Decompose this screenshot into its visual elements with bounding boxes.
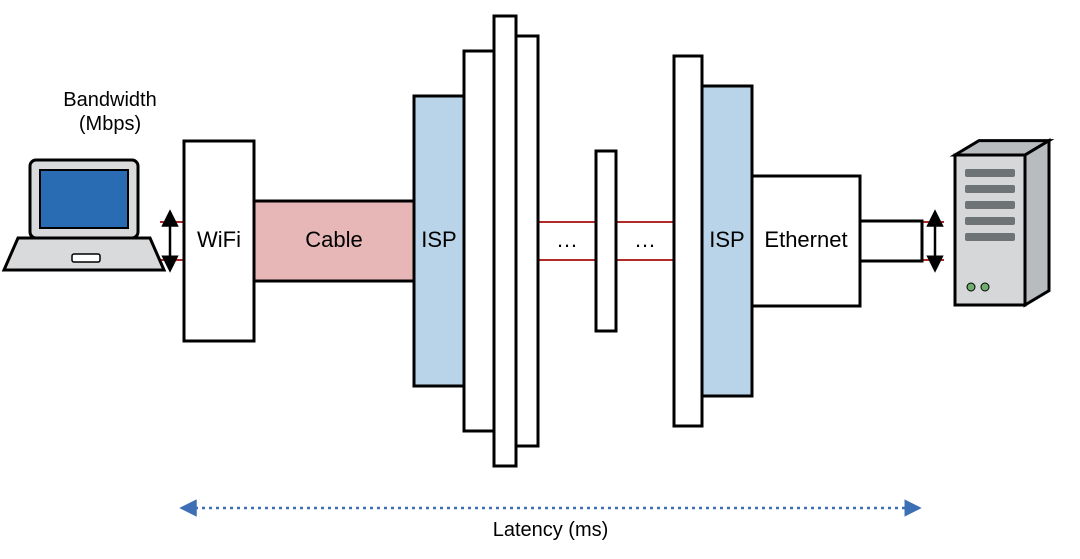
bandwidth-label-line1: Bandwidth (63, 89, 156, 111)
segment-label-cable: Cable (305, 227, 362, 252)
segment-label-isp-left: ISP (421, 227, 456, 252)
server-icon (955, 141, 1049, 305)
segment-hop2 (494, 16, 516, 466)
segment-tail (860, 221, 922, 261)
segment-hop3 (516, 36, 538, 446)
segment-label-ethernet: Ethernet (764, 227, 847, 252)
segment-hop1 (464, 51, 494, 431)
laptop-icon (4, 160, 164, 270)
latency-label: Latency (ms) (493, 519, 609, 541)
bandwidth-label-line2: (Mbps) (79, 113, 141, 135)
segment-label-wifi: WiFi (197, 227, 241, 252)
segment-label-gap1: … (556, 227, 578, 252)
segment-label-isp-right: ISP (709, 227, 744, 252)
segment-hop4 (596, 151, 616, 331)
segment-label-gap2: … (634, 227, 656, 252)
segment-hop5 (674, 56, 702, 426)
